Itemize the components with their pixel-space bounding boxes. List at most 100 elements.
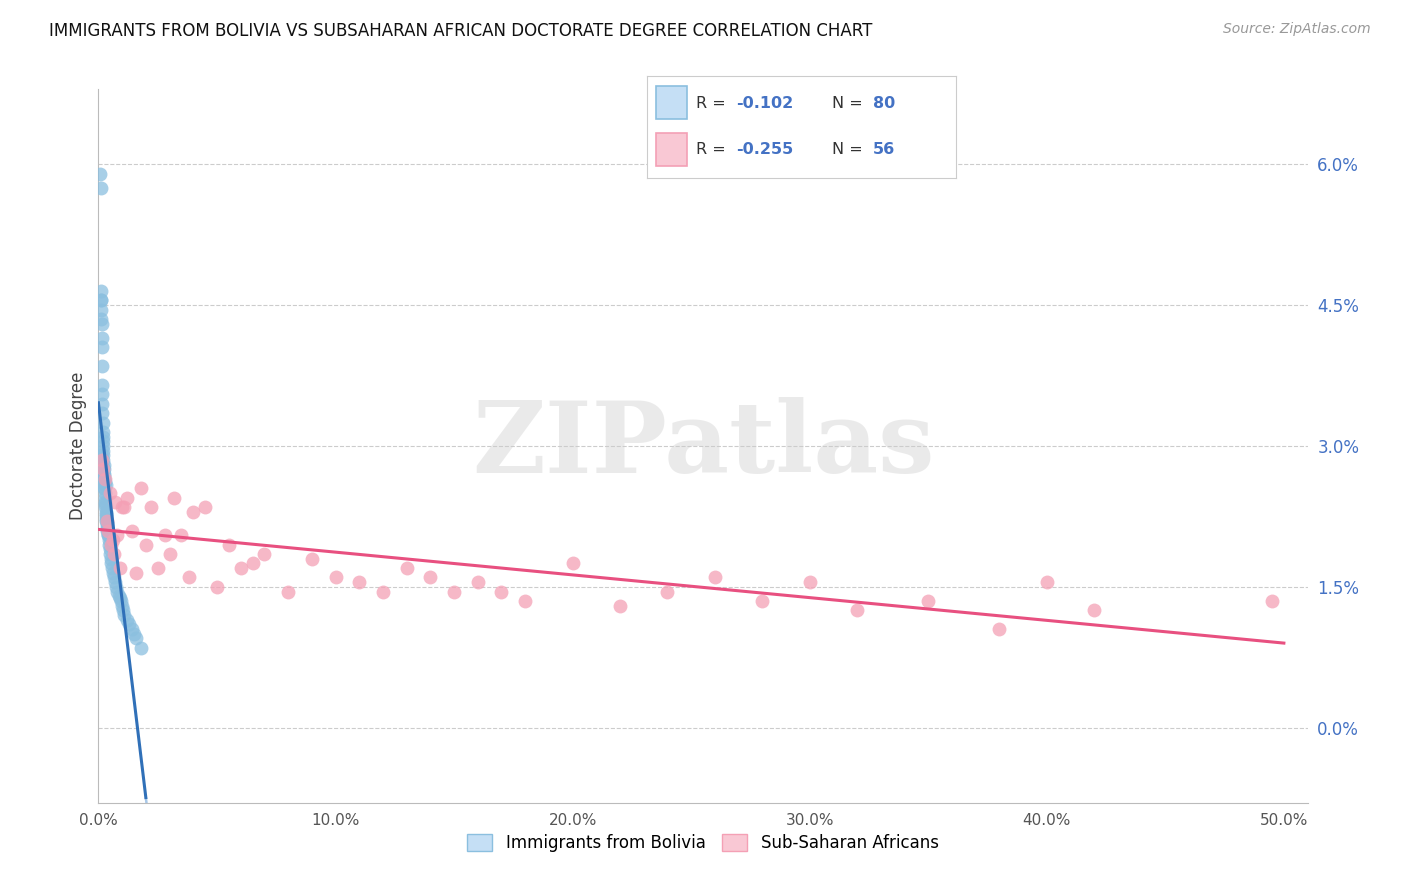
Point xyxy=(110,594,132,608)
Point xyxy=(125,632,148,646)
Point xyxy=(93,462,115,476)
Point xyxy=(96,514,118,528)
Point xyxy=(159,547,181,561)
Point xyxy=(105,584,128,599)
Point xyxy=(90,284,112,298)
Point xyxy=(90,302,112,317)
Point xyxy=(988,622,1011,636)
Y-axis label: Doctorate Degree: Doctorate Degree xyxy=(69,372,87,520)
Text: N =: N = xyxy=(832,142,869,157)
Point xyxy=(94,509,117,524)
Point xyxy=(561,557,583,571)
Point xyxy=(657,584,679,599)
Point xyxy=(467,575,489,590)
Point xyxy=(108,591,131,606)
Point xyxy=(94,475,117,489)
Point xyxy=(90,181,112,195)
Point xyxy=(89,167,111,181)
Point xyxy=(371,584,394,599)
Point xyxy=(91,439,114,453)
Point xyxy=(112,603,135,617)
Text: 56: 56 xyxy=(873,142,894,157)
Point xyxy=(846,603,869,617)
Point xyxy=(91,462,114,476)
Point xyxy=(91,425,114,439)
Point xyxy=(91,465,114,479)
Point xyxy=(94,497,117,511)
Point xyxy=(91,397,114,411)
Point xyxy=(90,317,112,331)
Point xyxy=(96,524,118,538)
Point xyxy=(93,449,115,463)
Point xyxy=(170,528,193,542)
FancyBboxPatch shape xyxy=(657,87,688,119)
Text: -0.255: -0.255 xyxy=(737,142,794,157)
Text: R =: R = xyxy=(696,95,731,111)
Point xyxy=(114,500,136,514)
Point xyxy=(395,561,418,575)
Point xyxy=(118,617,141,632)
Point xyxy=(301,551,323,566)
Point xyxy=(153,528,176,542)
Point xyxy=(229,561,252,575)
Point xyxy=(125,566,148,580)
Point xyxy=(93,481,115,495)
Text: Source: ZipAtlas.com: Source: ZipAtlas.com xyxy=(1223,22,1371,37)
Point xyxy=(91,406,114,420)
Point xyxy=(751,594,773,608)
Point xyxy=(111,500,134,514)
Point xyxy=(139,500,162,514)
Point xyxy=(277,584,299,599)
Point xyxy=(218,538,240,552)
Point xyxy=(115,491,138,505)
Point xyxy=(419,570,441,584)
Point xyxy=(90,331,112,345)
Point xyxy=(94,495,117,509)
Point xyxy=(181,505,204,519)
Point xyxy=(91,443,114,458)
Text: N =: N = xyxy=(832,95,869,111)
Point xyxy=(97,533,120,547)
Point xyxy=(94,478,117,492)
Point xyxy=(90,340,112,354)
Point xyxy=(90,453,112,467)
Point xyxy=(325,570,347,584)
Point xyxy=(115,613,138,627)
Point xyxy=(103,570,125,584)
Point xyxy=(609,599,631,613)
Point xyxy=(91,453,114,467)
Point xyxy=(98,538,121,552)
Point xyxy=(799,575,821,590)
Point xyxy=(93,472,115,486)
Point xyxy=(96,514,118,528)
Point xyxy=(96,522,118,536)
Point xyxy=(1036,575,1059,590)
Point xyxy=(253,547,276,561)
Point xyxy=(105,580,128,594)
Point xyxy=(129,481,152,495)
Point xyxy=(146,561,169,575)
Point xyxy=(108,561,131,575)
Point xyxy=(93,476,115,491)
Point xyxy=(93,486,115,500)
Point xyxy=(205,580,228,594)
Point xyxy=(90,449,112,463)
Point xyxy=(347,575,370,590)
Point xyxy=(242,557,264,571)
Point xyxy=(177,570,200,584)
Point xyxy=(94,507,117,521)
Point xyxy=(100,557,122,571)
Point xyxy=(111,599,134,613)
Point xyxy=(114,607,136,622)
Point xyxy=(91,434,114,449)
Point xyxy=(96,518,118,533)
Point xyxy=(90,293,112,308)
Point xyxy=(91,387,114,401)
Point xyxy=(917,594,939,608)
Point xyxy=(129,640,152,655)
Point xyxy=(122,627,145,641)
Point xyxy=(104,495,127,509)
Point xyxy=(91,378,114,392)
Point xyxy=(121,622,143,636)
Point xyxy=(100,538,122,552)
